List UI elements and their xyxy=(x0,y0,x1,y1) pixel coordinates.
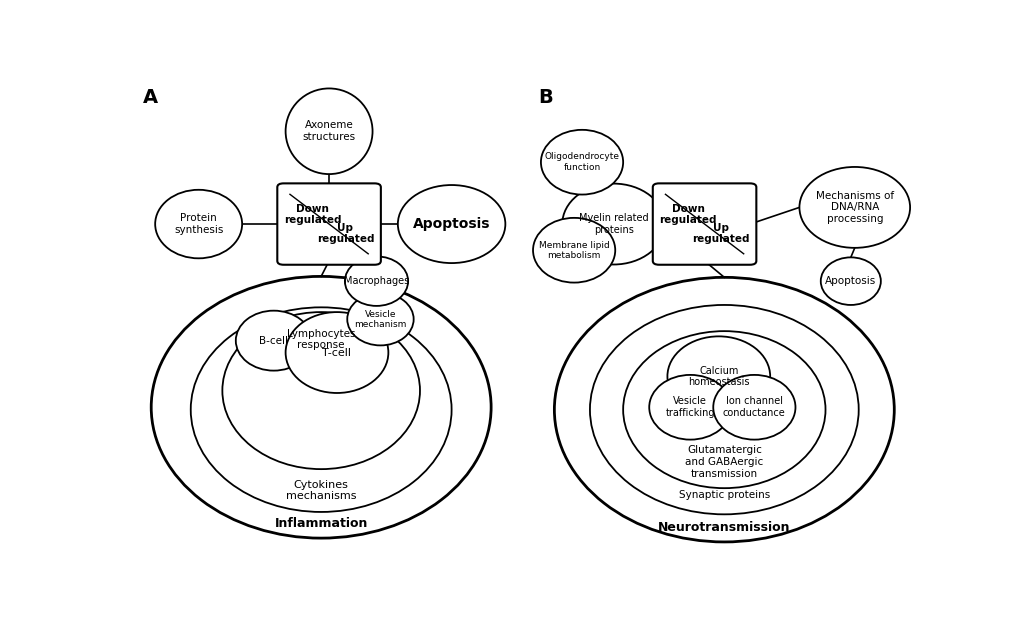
Text: Axoneme
structures: Axoneme structures xyxy=(303,121,356,142)
Ellipse shape xyxy=(346,293,414,345)
Ellipse shape xyxy=(344,256,408,306)
Text: Cytokines
mechanisms: Cytokines mechanisms xyxy=(285,480,356,501)
Ellipse shape xyxy=(589,305,858,514)
Ellipse shape xyxy=(712,375,795,439)
Ellipse shape xyxy=(235,311,312,371)
Text: Synaptic proteins: Synaptic proteins xyxy=(678,490,769,501)
Ellipse shape xyxy=(285,312,388,393)
Text: Neurotransmission: Neurotransmission xyxy=(657,521,790,534)
Text: Mechanisms of
DNA/RNA
processing: Mechanisms of DNA/RNA processing xyxy=(815,191,893,224)
Text: Apoptosis: Apoptosis xyxy=(824,276,875,286)
Ellipse shape xyxy=(285,88,372,174)
Ellipse shape xyxy=(191,307,451,512)
Text: Glutamatergic
and GABAergic
transmission: Glutamatergic and GABAergic transmission xyxy=(685,446,762,478)
Ellipse shape xyxy=(540,130,623,195)
Text: Calcium
homeostasis: Calcium homeostasis xyxy=(688,365,749,387)
Text: Up
regulated: Up regulated xyxy=(692,223,749,245)
Ellipse shape xyxy=(561,184,664,265)
FancyBboxPatch shape xyxy=(277,184,380,265)
Ellipse shape xyxy=(222,312,420,469)
Ellipse shape xyxy=(820,257,880,305)
Text: Inflammation: Inflammation xyxy=(274,517,368,530)
Ellipse shape xyxy=(155,190,242,258)
Text: Down
regulated: Down regulated xyxy=(659,204,716,226)
Ellipse shape xyxy=(623,331,824,488)
Text: Lymphocytes
response: Lymphocytes response xyxy=(286,329,355,350)
Text: Apoptosis: Apoptosis xyxy=(413,217,490,231)
Text: Macrophages: Macrophages xyxy=(343,276,409,286)
Text: Vesicle
mechanism: Vesicle mechanism xyxy=(354,310,407,329)
Ellipse shape xyxy=(151,276,491,538)
Text: B-cell: B-cell xyxy=(259,336,288,345)
Text: Up
regulated: Up regulated xyxy=(316,223,374,245)
Text: Vesicle
trafficking: Vesicle trafficking xyxy=(665,397,714,418)
Text: A: A xyxy=(143,88,158,108)
Ellipse shape xyxy=(554,277,894,542)
FancyBboxPatch shape xyxy=(652,184,756,265)
Ellipse shape xyxy=(649,375,731,439)
Text: B: B xyxy=(538,88,552,108)
Text: Ion channel
conductance: Ion channel conductance xyxy=(722,397,785,418)
Text: Myelin related
proteins: Myelin related proteins xyxy=(578,213,648,235)
Ellipse shape xyxy=(666,336,769,417)
Ellipse shape xyxy=(799,167,909,248)
Text: Protein
synthesis: Protein synthesis xyxy=(174,213,223,235)
Text: T-cell: T-cell xyxy=(322,347,352,358)
Text: Membrane lipid
metabolism: Membrane lipid metabolism xyxy=(538,240,609,260)
Text: Down
regulated: Down regulated xyxy=(283,204,341,226)
Text: Oligodendrocyte
function: Oligodendrocyte function xyxy=(544,153,619,172)
Ellipse shape xyxy=(533,218,614,282)
Ellipse shape xyxy=(397,185,504,263)
